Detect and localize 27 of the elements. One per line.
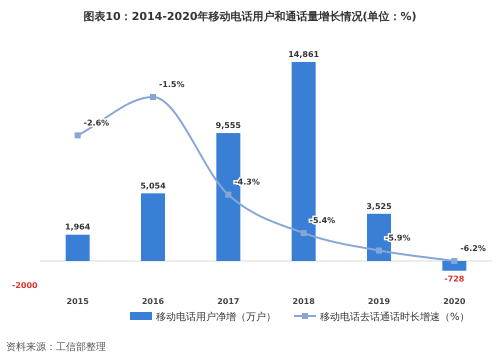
point <box>300 230 307 236</box>
x-tick-label: 2015 <box>66 297 90 306</box>
data-label: -728 <box>444 274 465 284</box>
data-label: 3,525 <box>366 202 392 211</box>
point <box>451 258 458 264</box>
x-tick-label: 2020 <box>443 297 466 306</box>
x-tick-label: 2016 <box>142 297 165 306</box>
point <box>150 94 156 100</box>
bar <box>66 234 90 261</box>
point <box>74 132 81 138</box>
data-label: 9,555 <box>216 121 242 130</box>
data-label: 5,054 <box>140 181 166 190</box>
legend-label: 移动电话去话通话时长增速（%） <box>320 311 470 323</box>
point <box>376 248 382 254</box>
x-tick-label: 2018 <box>292 297 316 306</box>
data-label: -6.2% <box>460 244 486 253</box>
data-label: -1.5% <box>159 80 185 89</box>
data-label: 1,964 <box>65 222 91 232</box>
text: 资料来源：工信部整理 <box>6 341 106 353</box>
point <box>225 192 232 198</box>
x-tick-label: 2019 <box>368 297 391 306</box>
legend-label: 移动电话用户净增（万户） <box>156 311 276 323</box>
data-label: 14,861 <box>288 50 320 59</box>
x-tick-label: 2017 <box>217 297 240 306</box>
bar <box>141 193 165 261</box>
chart-title: 图表10：2014-2020年移动电话用户和通话量增长情况(单位：%) <box>83 10 417 23</box>
text: -2000 <box>12 281 38 290</box>
